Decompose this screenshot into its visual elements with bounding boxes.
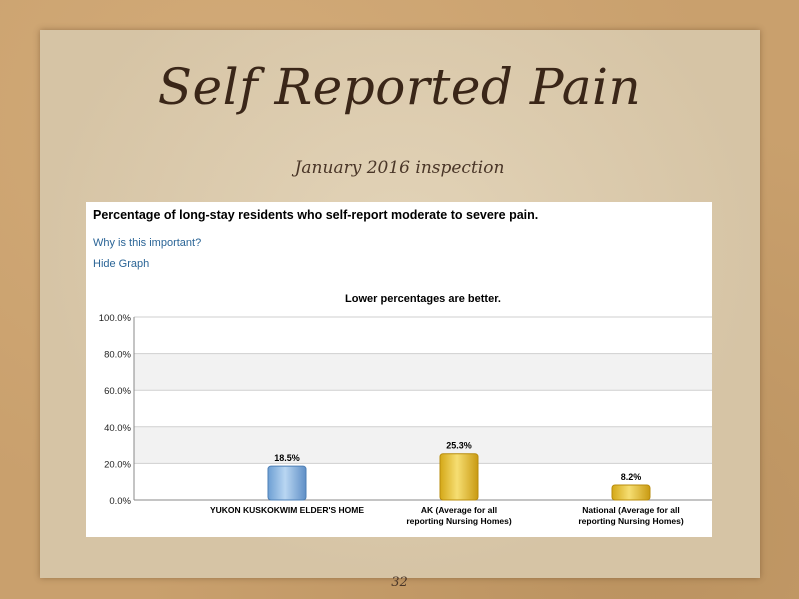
- y-tick-label: 20.0%: [104, 459, 131, 470]
- category-label: AK (Average for all: [421, 505, 497, 515]
- report-panel: Percentage of long-stay residents who se…: [86, 202, 712, 537]
- bar: [439, 453, 479, 501]
- y-tick-label: 0.0%: [109, 496, 131, 507]
- category-label: reporting Nursing Homes): [578, 516, 683, 526]
- category-label: reporting Nursing Homes): [406, 516, 511, 526]
- hide-graph-link[interactable]: Hide Graph: [93, 258, 150, 270]
- grid-band: [134, 426, 712, 464]
- y-tick-label: 100.0%: [99, 313, 132, 324]
- bar-value-label: 18.5%: [274, 453, 300, 463]
- chart-title: Lower percentages are better.: [345, 293, 501, 305]
- y-tick-label: 60.0%: [104, 386, 131, 397]
- bar-value-label: 25.3%: [446, 441, 472, 451]
- bar-value-label: 8.2%: [621, 472, 642, 482]
- measure-heading: Percentage of long-stay residents who se…: [93, 208, 539, 222]
- y-tick-label: 40.0%: [104, 423, 131, 434]
- y-tick-label: 80.0%: [104, 350, 131, 361]
- grid-band: [134, 353, 712, 391]
- slide-subtitle: January 2016 inspection: [294, 158, 505, 178]
- why-important-link[interactable]: Why is this important?: [93, 237, 202, 249]
- category-label: National (Average for all: [582, 505, 679, 515]
- category-label: YUKON KUSKOKWIM ELDER'S HOME: [210, 505, 364, 515]
- bar: [267, 465, 307, 501]
- bar: [611, 484, 651, 501]
- page-number: 32: [391, 575, 408, 590]
- bar-chart: Lower percentages are better. 0.0% 20.0% 40…: [99, 293, 712, 526]
- slide-title: Self Reported Pain: [157, 58, 642, 116]
